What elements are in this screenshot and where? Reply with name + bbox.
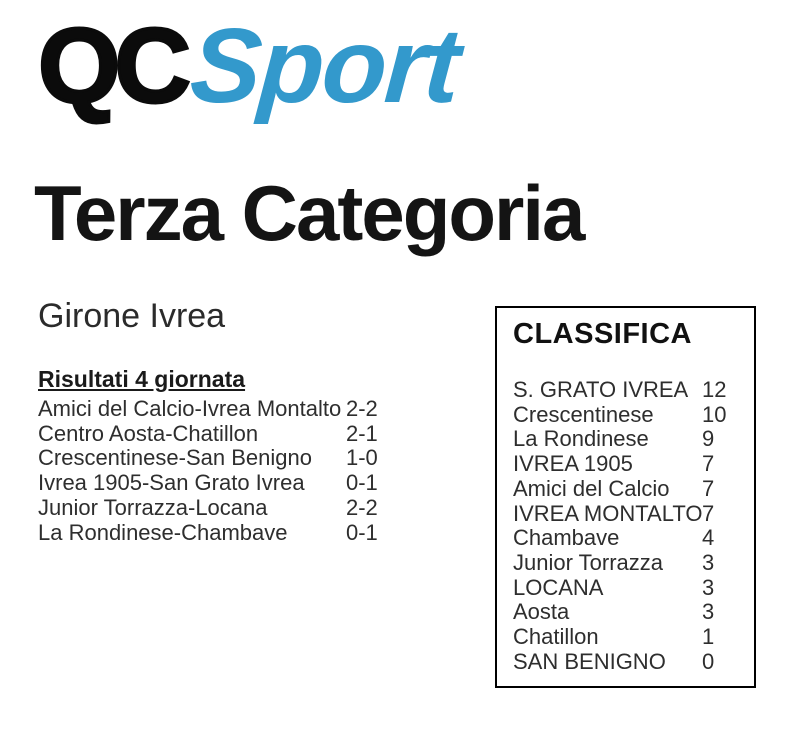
result-score: 0-1	[346, 470, 378, 496]
result-row: Centro Aosta-Chatillon 2-1	[38, 420, 458, 447]
classifica-row: Amici del Calcio 7	[513, 475, 754, 502]
page-title: Terza Categoria	[34, 169, 585, 257]
classifica-points: 7	[702, 500, 715, 526]
result-score: 1-0	[346, 445, 378, 471]
classifica-row: IVREA 1905 7	[513, 451, 754, 477]
classifica-row: Aosta 3	[513, 600, 754, 625]
result-row: Crescentinese-San Benigno 1-0	[38, 446, 458, 471]
classifica-row: La Rondinese 9	[513, 427, 754, 452]
result-match: La Rondinese-Chambave	[38, 519, 288, 545]
classifica-points: 7	[702, 451, 715, 477]
classifica-points: 12	[702, 377, 727, 402]
classifica-team: Chatillon	[513, 624, 599, 650]
classifica-points: 0	[702, 648, 715, 674]
result-match: Crescentinese-San Benigno	[38, 445, 312, 471]
classifica-team: LOCANA	[513, 574, 604, 600]
classifica-team: Amici del Calcio	[513, 475, 670, 501]
result-score: 2-2	[346, 494, 378, 520]
classifica-team: Junior Torrazza	[513, 549, 663, 575]
result-match: Centro Aosta-Chatillon	[38, 420, 259, 446]
classifica-points: 4	[702, 525, 715, 551]
result-row: Junior Torrazza-Locana 2-2	[38, 494, 458, 521]
classifica-points: 3	[702, 574, 715, 600]
classifica-row: Chambave 4	[513, 526, 754, 551]
qcsport-logo: QCSport	[37, 6, 462, 128]
classifica-row: LOCANA 3	[513, 574, 754, 601]
classifica-row: SAN BENIGNO 0	[513, 648, 754, 675]
classifica-team: IVREA 1905	[513, 451, 633, 477]
classifica-row: Junior Torrazza 3	[513, 549, 754, 576]
classifica-points: 7	[702, 475, 715, 501]
classifica-team: IVREA MONTALTO	[513, 500, 703, 526]
classifica-list: S. GRATO IVREA 12 Crescentinese 10 La Ro…	[513, 377, 754, 675]
classifica-points: 3	[702, 599, 715, 625]
classifica-points: 9	[702, 426, 715, 452]
result-score: 2-1	[346, 420, 378, 446]
classifica-points: 1	[702, 624, 715, 650]
classifica-row: Crescentinese 10	[513, 401, 754, 428]
results-heading: Risultati 4 giornata	[38, 366, 246, 392]
classifica-team: Crescentinese	[513, 401, 654, 427]
result-score: 2-2	[346, 396, 378, 421]
classifica-points: 3	[702, 549, 715, 575]
classifica-team: SAN BENIGNO	[513, 648, 666, 674]
result-score: 0-1	[346, 519, 378, 545]
result-match: Ivrea 1905-San Grato Ivrea	[38, 470, 305, 496]
result-row: Amici del Calcio-Ivrea Montalto 2-2	[38, 396, 458, 422]
classifica-heading: CLASSIFICA	[513, 318, 692, 350]
result-row: Ivrea 1905-San Grato Ivrea 0-1	[38, 470, 458, 496]
result-row: La Rondinese-Chambave 0-1	[38, 519, 458, 546]
classifica-team: La Rondinese	[513, 426, 649, 452]
results-section: Risultati 4 giornata Amici del Calcio-Iv…	[38, 366, 458, 545]
group-title: Girone Ivrea	[38, 297, 226, 335]
classifica-row: Chatillon 1	[513, 624, 754, 650]
results-list: Amici del Calcio-Ivrea Montalto 2-2 Cent…	[38, 396, 458, 546]
classifica-row: S. GRATO IVREA 12	[513, 377, 754, 403]
logo-sport-text: Sport	[186, 7, 462, 125]
classifica-team: Aosta	[513, 599, 570, 625]
classifica-team: S. GRATO IVREA	[513, 377, 689, 402]
result-match: Junior Torrazza-Locana	[38, 494, 268, 520]
classifica-team: Chambave	[513, 525, 620, 551]
logo-qc-text: QC	[37, 6, 193, 127]
classifica-row: IVREA MONTALTO 7	[513, 500, 754, 527]
result-match: Amici del Calcio-Ivrea Montalto	[38, 396, 342, 421]
classifica-points: 10	[702, 401, 727, 427]
classifica-box: CLASSIFICA S. GRATO IVREA 12 Crescentine…	[495, 306, 756, 688]
